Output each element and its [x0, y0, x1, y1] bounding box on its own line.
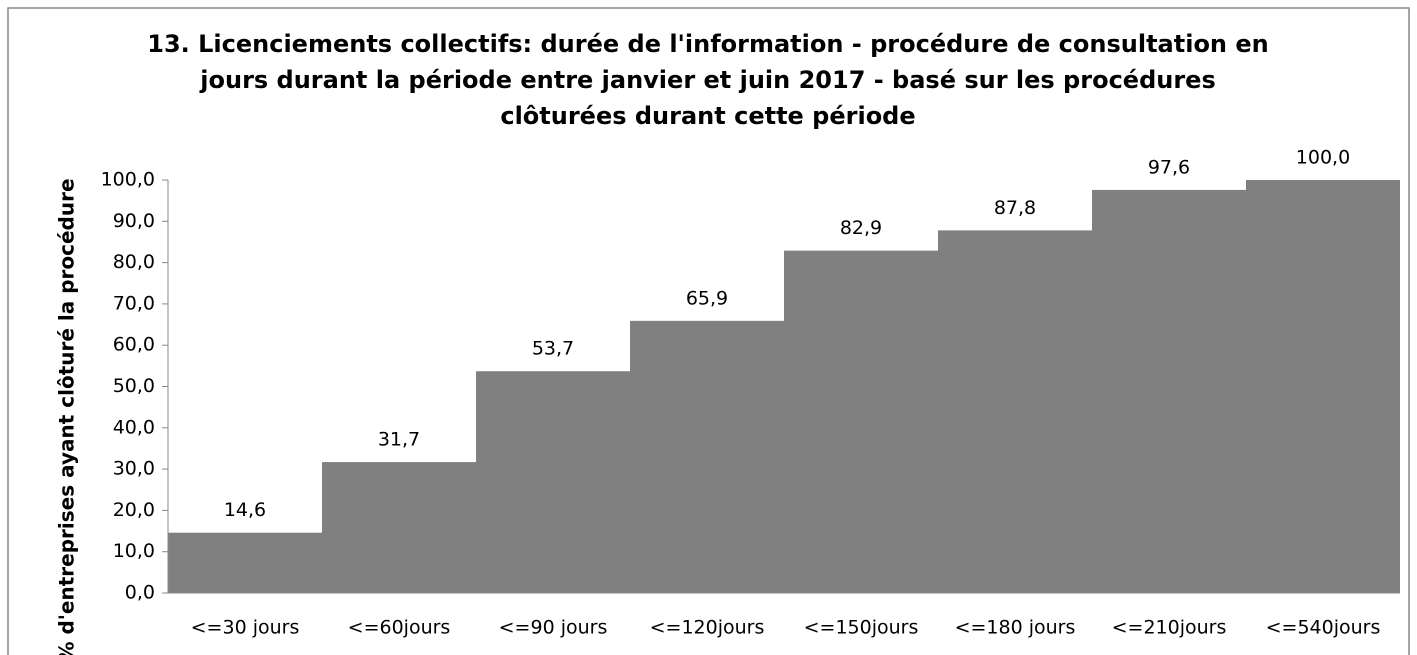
- y-tick-label: 20,0: [113, 499, 155, 521]
- bar: [1246, 180, 1400, 593]
- value-label: 100,0: [1296, 147, 1350, 169]
- y-axis-label: % d'entreprises ayant clôturé la procédu…: [55, 178, 79, 655]
- value-label: 87,8: [994, 197, 1036, 219]
- y-tick-label: 90,0: [113, 210, 155, 232]
- x-tick-label: <=540jours: [1266, 617, 1381, 639]
- y-tick-label: 40,0: [113, 416, 155, 438]
- y-tick-label: 50,0: [113, 375, 155, 397]
- value-label: 14,6: [224, 499, 266, 521]
- y-tick-label: 70,0: [113, 292, 155, 314]
- chart-title: 13. Licenciements collectifs: durée de l…: [147, 30, 1268, 58]
- value-label: 82,9: [840, 217, 882, 239]
- y-tick-label: 60,0: [113, 334, 155, 356]
- bar: [322, 462, 476, 593]
- value-label: 97,6: [1148, 156, 1190, 178]
- y-tick-label: 0,0: [125, 582, 155, 604]
- y-tick-label: 80,0: [113, 251, 155, 273]
- x-tick-label: <=180 jours: [955, 617, 1076, 639]
- y-tick-label: 30,0: [113, 458, 155, 480]
- value-label: 53,7: [532, 338, 574, 360]
- chart-title: jours durant la période entre janvier et…: [199, 66, 1215, 94]
- bar: [784, 250, 938, 594]
- y-tick-label: 10,0: [113, 540, 155, 562]
- x-tick-label: <=90 jours: [499, 617, 608, 639]
- value-label: 31,7: [378, 429, 420, 451]
- bar: [1092, 189, 1246, 594]
- x-tick-label: <=120jours: [650, 617, 765, 639]
- value-label: 65,9: [686, 287, 728, 309]
- bar: [168, 532, 322, 593]
- x-tick-label: <=150jours: [804, 617, 919, 639]
- x-tick-label: <=30 jours: [191, 617, 300, 639]
- bar: [630, 320, 784, 593]
- bar: [938, 230, 1092, 594]
- y-tick-label: 100,0: [101, 169, 155, 191]
- x-tick-label: <=210jours: [1112, 617, 1227, 639]
- bar: [476, 371, 630, 593]
- chart-title: clôturées durant cette période: [500, 102, 915, 130]
- x-tick-label: <=60jours: [348, 617, 451, 639]
